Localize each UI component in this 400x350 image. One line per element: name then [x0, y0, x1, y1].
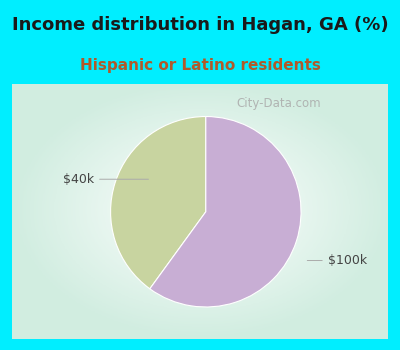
- Text: $100k: $100k: [307, 254, 367, 267]
- Text: City-Data.com: City-Data.com: [236, 97, 321, 110]
- Wedge shape: [110, 117, 206, 289]
- Text: Hispanic or Latino residents: Hispanic or Latino residents: [80, 58, 320, 73]
- Text: Income distribution in Hagan, GA (%): Income distribution in Hagan, GA (%): [12, 16, 388, 34]
- Text: $40k: $40k: [63, 173, 148, 186]
- Wedge shape: [150, 117, 301, 307]
